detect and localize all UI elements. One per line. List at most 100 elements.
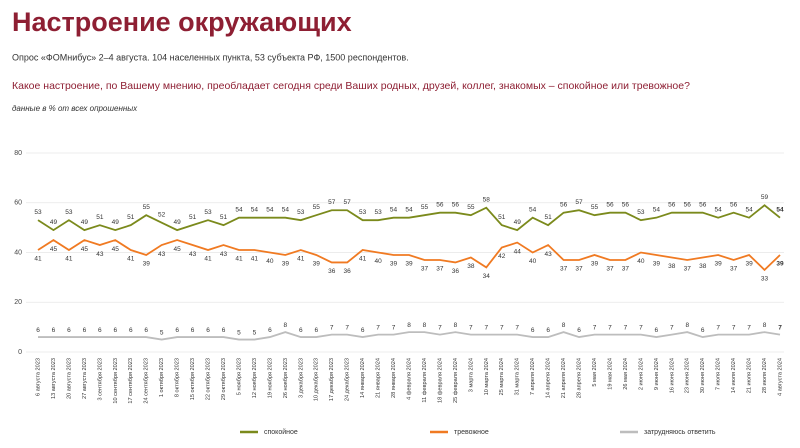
data-label: 41 — [34, 256, 42, 263]
data-label: 53 — [359, 209, 367, 216]
data-label: 54 — [390, 206, 398, 213]
data-label: 39 — [745, 261, 753, 268]
data-label: 6 — [98, 327, 102, 334]
data-label: 34 — [483, 273, 491, 280]
data-label: 39 — [715, 261, 723, 268]
x-tick-label: 25 марта 2024 — [499, 358, 505, 395]
data-label: 7 — [392, 324, 396, 331]
data-label: 5 — [253, 329, 257, 336]
data-label: 54 — [251, 206, 259, 213]
x-tick-label: 13 августа 2023 — [51, 358, 57, 399]
x-tick-label: 10 декабря 2023 — [314, 358, 320, 401]
x-tick-label: 26 ноября 2023 — [283, 358, 289, 398]
x-tick-label: 4 августа 2024 — [777, 358, 783, 396]
data-label: 51 — [220, 214, 228, 221]
x-tick-label: 7 июля 2024 — [716, 358, 722, 390]
data-label: 54 — [653, 206, 661, 213]
data-label: 43 — [96, 251, 104, 258]
x-tick-label: 14 января 2024 — [360, 358, 366, 398]
data-label: 43 — [158, 251, 166, 258]
data-label: 7 — [732, 324, 736, 331]
x-tick-label: 10 сентября 2023 — [113, 358, 119, 404]
data-label: 55 — [143, 204, 151, 211]
data-label: 56 — [699, 201, 707, 208]
data-label: 37 — [622, 266, 630, 273]
data-label: 6 — [701, 327, 705, 334]
data-label: 37 — [684, 266, 692, 273]
data-label: 54 — [282, 206, 290, 213]
x-tick-label: 3 сентября 2023 — [97, 358, 103, 401]
data-label: 41 — [235, 256, 243, 263]
data-label: 6 — [655, 327, 659, 334]
data-label: 40 — [529, 258, 537, 265]
data-label: 7 — [608, 324, 612, 331]
x-tick-label: 24 сентября 2023 — [144, 358, 150, 404]
x-tick-label: 3 марта 2024 — [468, 358, 474, 392]
data-label: 36 — [344, 268, 352, 275]
data-label: 6 — [531, 327, 535, 334]
data-label: 43 — [545, 251, 553, 258]
data-label: 7 — [376, 324, 380, 331]
data-label: 39 — [390, 261, 398, 268]
data-label: 56 — [684, 201, 692, 208]
data-label: 38 — [699, 263, 707, 270]
data-label: 40 — [637, 258, 645, 265]
x-tick-label: 17 сентября 2023 — [128, 358, 134, 404]
data-label: 56 — [668, 201, 676, 208]
data-label: 43 — [220, 251, 228, 258]
data-label: 41 — [65, 256, 73, 263]
x-tick-label: 19 мая 2024 — [607, 358, 613, 390]
data-label: 6 — [83, 327, 87, 334]
legend-label: спокойное — [264, 428, 298, 436]
data-label: 55 — [421, 204, 429, 211]
data-label: 56 — [436, 201, 444, 208]
data-label: 41 — [359, 256, 367, 263]
data-label: 7 — [500, 324, 504, 331]
data-label: 45 — [174, 246, 182, 253]
x-tick-label: 23 июня 2024 — [685, 358, 691, 393]
data-label: 53 — [204, 209, 212, 216]
x-tick-label: 9 июня 2024 — [654, 358, 660, 390]
x-tick-label: 22 октября 2023 — [206, 358, 212, 400]
data-label: 7 — [484, 324, 488, 331]
legend-label: тревожное — [454, 429, 489, 436]
data-label: 7 — [330, 324, 334, 331]
data-label: 39 — [143, 261, 151, 268]
x-tick-label: 1 октября 2023 — [159, 358, 165, 397]
data-label: 56 — [606, 201, 614, 208]
data-label: 49 — [81, 219, 89, 226]
data-label: 8 — [423, 322, 427, 329]
data-label: 53 — [637, 209, 645, 216]
data-label: 51 — [498, 214, 506, 221]
data-label: 37 — [421, 266, 429, 273]
x-tick-label: 14 апреля 2024 — [546, 358, 552, 398]
x-tick-label: 21 апреля 2024 — [561, 358, 567, 398]
data-label: 39 — [313, 261, 321, 268]
data-label: 40 — [266, 258, 274, 265]
data-label: 6 — [113, 327, 117, 334]
data-label: 42 — [498, 253, 506, 260]
data-label: 7 — [747, 324, 751, 331]
data-label: 53 — [374, 209, 382, 216]
x-tick-label: 17 декабря 2023 — [329, 358, 335, 401]
data-label: 53 — [297, 209, 305, 216]
data-label: 51 — [189, 214, 197, 221]
x-tick-label: 24 декабря 2023 — [345, 358, 351, 401]
data-label: 54 — [715, 206, 723, 213]
data-label: 51 — [545, 214, 553, 221]
x-tick-label: 8 октября 2023 — [175, 358, 181, 397]
data-label: 8 — [763, 322, 767, 329]
x-tick-label: 18 февраля 2024 — [437, 358, 443, 403]
data-label: 54 — [405, 206, 413, 213]
data-label: 6 — [144, 327, 148, 334]
x-tick-label: 10 марта 2024 — [484, 358, 490, 395]
data-label: 7 — [624, 324, 628, 331]
note: данные в % от всех опрошенных — [12, 104, 138, 113]
data-label: 6 — [52, 327, 56, 334]
data-label: 53 — [65, 209, 73, 216]
data-label: 38 — [668, 263, 676, 270]
data-label: 56 — [730, 201, 738, 208]
data-label: 41 — [251, 256, 259, 263]
data-label: 45 — [81, 246, 89, 253]
data-label: 39 — [591, 261, 599, 268]
